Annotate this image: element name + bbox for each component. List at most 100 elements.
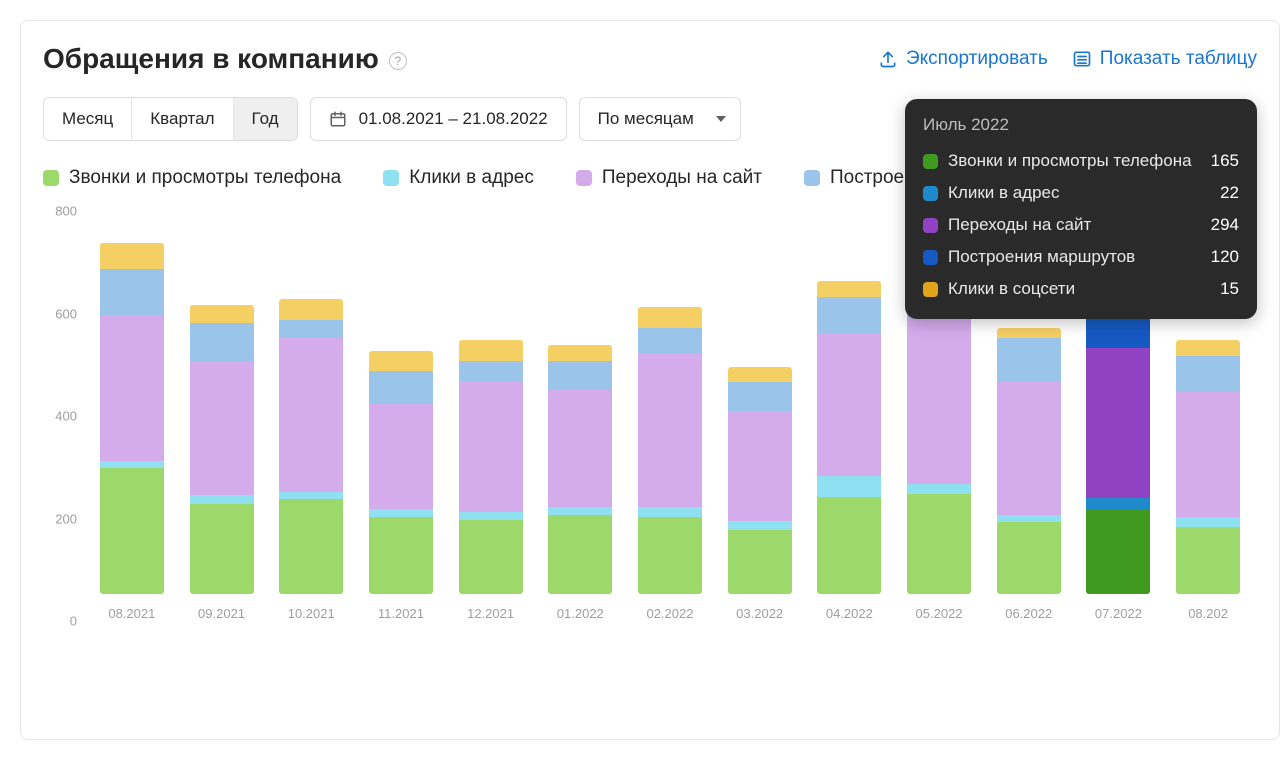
bar-column[interactable]: 08.2021 xyxy=(87,243,177,621)
analytics-panel: Обращения в компанию ? Экспортировать По… xyxy=(20,20,1280,740)
bar-segment-calls xyxy=(459,520,523,594)
tooltip-row-address: Клики в адрес 22 xyxy=(923,177,1239,209)
show-table-button[interactable]: Показать таблицу xyxy=(1072,48,1257,70)
bar-segment-social xyxy=(369,351,433,372)
bar-column[interactable]: 01.2022 xyxy=(535,345,625,621)
x-tick-label: 09.2021 xyxy=(198,606,245,621)
bar-segment-routes xyxy=(190,323,254,361)
bar-column[interactable]: 06.2022 xyxy=(984,328,1074,622)
bar-stack xyxy=(1086,278,1150,594)
x-tick-label: 11.2021 xyxy=(378,606,424,621)
bar-stack xyxy=(459,340,523,594)
panel-title: Обращения в компанию xyxy=(43,43,379,75)
bar-column[interactable]: 10.2021 xyxy=(266,299,356,621)
bar-segment-calls xyxy=(997,522,1061,594)
bar-column[interactable]: 09.2021 xyxy=(177,305,267,621)
bar-segment-routes xyxy=(728,382,792,410)
period-month-button[interactable]: Месяц xyxy=(44,98,131,140)
bar-segment-routes xyxy=(817,297,881,333)
bar-stack xyxy=(369,351,433,594)
bar-segment-address xyxy=(817,476,881,497)
bar-stack xyxy=(100,243,164,594)
bar-segment-address xyxy=(190,495,254,504)
bar-segment-address xyxy=(907,484,971,494)
bar-segment-address xyxy=(548,507,612,515)
bar-stack xyxy=(728,367,792,594)
x-tick-label: 06.2022 xyxy=(1005,606,1052,621)
period-quarter-button[interactable]: Квартал xyxy=(131,98,232,140)
x-tick-label: 04.2022 xyxy=(826,606,873,621)
bar-stack xyxy=(638,307,702,594)
bar-segment-address xyxy=(997,515,1061,523)
bar-segment-calls xyxy=(548,515,612,594)
group-by-value: По месяцам xyxy=(598,109,694,129)
bar-segment-site xyxy=(369,404,433,509)
bar-column[interactable]: 11.2021 xyxy=(356,351,446,621)
bar-segment-social xyxy=(997,328,1061,338)
bar-segment-address xyxy=(1176,517,1240,527)
bar-segment-calls xyxy=(100,468,164,594)
tooltip-swatch-icon xyxy=(923,154,938,169)
bar-segment-address xyxy=(279,492,343,500)
tooltip-swatch-icon xyxy=(923,186,938,201)
legend-item-address[interactable]: Клики в адрес xyxy=(383,167,534,189)
tooltip-swatch-icon xyxy=(923,250,938,265)
help-icon[interactable]: ? xyxy=(389,52,407,70)
bar-segment-routes xyxy=(459,361,523,382)
y-tick-label: 800 xyxy=(43,204,77,219)
bar-column[interactable]: 08.202 xyxy=(1163,340,1253,621)
tooltip-row-calls: Звонки и просмотры телефона165 xyxy=(923,145,1239,177)
bar-segment-site xyxy=(638,353,702,507)
bar-segment-site xyxy=(190,362,254,495)
tooltip-swatch-icon xyxy=(923,218,938,233)
bar-segment-site xyxy=(997,381,1061,514)
bar-segment-address xyxy=(1086,498,1150,509)
bar-column[interactable]: 03.2022 xyxy=(715,367,805,621)
export-icon xyxy=(878,49,898,69)
bar-segment-routes xyxy=(369,371,433,404)
bar-column[interactable]: 12.2021 xyxy=(446,340,536,621)
x-tick-label: 12.2021 xyxy=(467,606,514,621)
tooltip-row-routes: Построения маршрутов120 xyxy=(923,241,1239,273)
table-icon xyxy=(1072,49,1092,69)
bar-segment-site xyxy=(1086,348,1150,499)
tooltip-row-value: 294 xyxy=(1211,215,1239,235)
bar-segment-site xyxy=(459,381,523,512)
bar-segment-social xyxy=(1176,340,1240,355)
bar-stack xyxy=(279,299,343,594)
bar-segment-routes xyxy=(279,320,343,338)
bar-segment-calls xyxy=(728,530,792,594)
legend-item-label: Переходы на сайт xyxy=(602,167,762,189)
bar-column[interactable]: 04.2022 xyxy=(805,281,895,621)
tooltip-row-label: Клики в соцсети xyxy=(948,279,1210,299)
bar-column[interactable]: 07.2022 xyxy=(1074,278,1164,621)
export-button[interactable]: Экспортировать xyxy=(878,48,1048,70)
legend-item-calls[interactable]: Звонки и просмотры телефона xyxy=(43,167,341,189)
bar-column[interactable]: 02.2022 xyxy=(625,307,715,621)
date-range-picker[interactable]: 01.08.2021 – 21.08.2022 xyxy=(310,97,567,141)
bar-segment-site xyxy=(728,411,792,521)
bar-segment-social xyxy=(638,307,702,328)
tooltip-row-value: 22 xyxy=(1220,183,1239,203)
x-tick-label: 07.2022 xyxy=(1095,606,1142,621)
period-year-button: Год xyxy=(233,98,297,140)
header-actions: Экспортировать Показать таблицу xyxy=(878,48,1257,70)
y-tick-label: 200 xyxy=(43,511,77,526)
bar-segment-site xyxy=(817,333,881,477)
tooltip-row-label: Клики в адрес xyxy=(948,183,1210,203)
tooltip-row-value: 15 xyxy=(1220,279,1239,299)
y-tick-label: 0 xyxy=(43,614,77,629)
title-wrap: Обращения в компанию ? xyxy=(43,43,407,75)
legend-swatch-icon xyxy=(576,170,592,186)
bar-segment-site xyxy=(279,338,343,492)
bar-segment-calls xyxy=(279,499,343,594)
bar-segment-routes xyxy=(638,328,702,354)
tooltip-row-site: Переходы на сайт 294 xyxy=(923,209,1239,241)
tooltip-row-label: Переходы на сайт xyxy=(948,215,1201,235)
legend-item-site[interactable]: Переходы на сайт xyxy=(576,167,762,189)
bar-stack xyxy=(1176,340,1240,594)
tooltip-row-value: 165 xyxy=(1211,151,1239,171)
group-by-dropdown[interactable]: По месяцам xyxy=(579,97,741,141)
legend-item-label: Клики в адрес xyxy=(409,167,534,189)
legend-swatch-icon xyxy=(43,170,59,186)
